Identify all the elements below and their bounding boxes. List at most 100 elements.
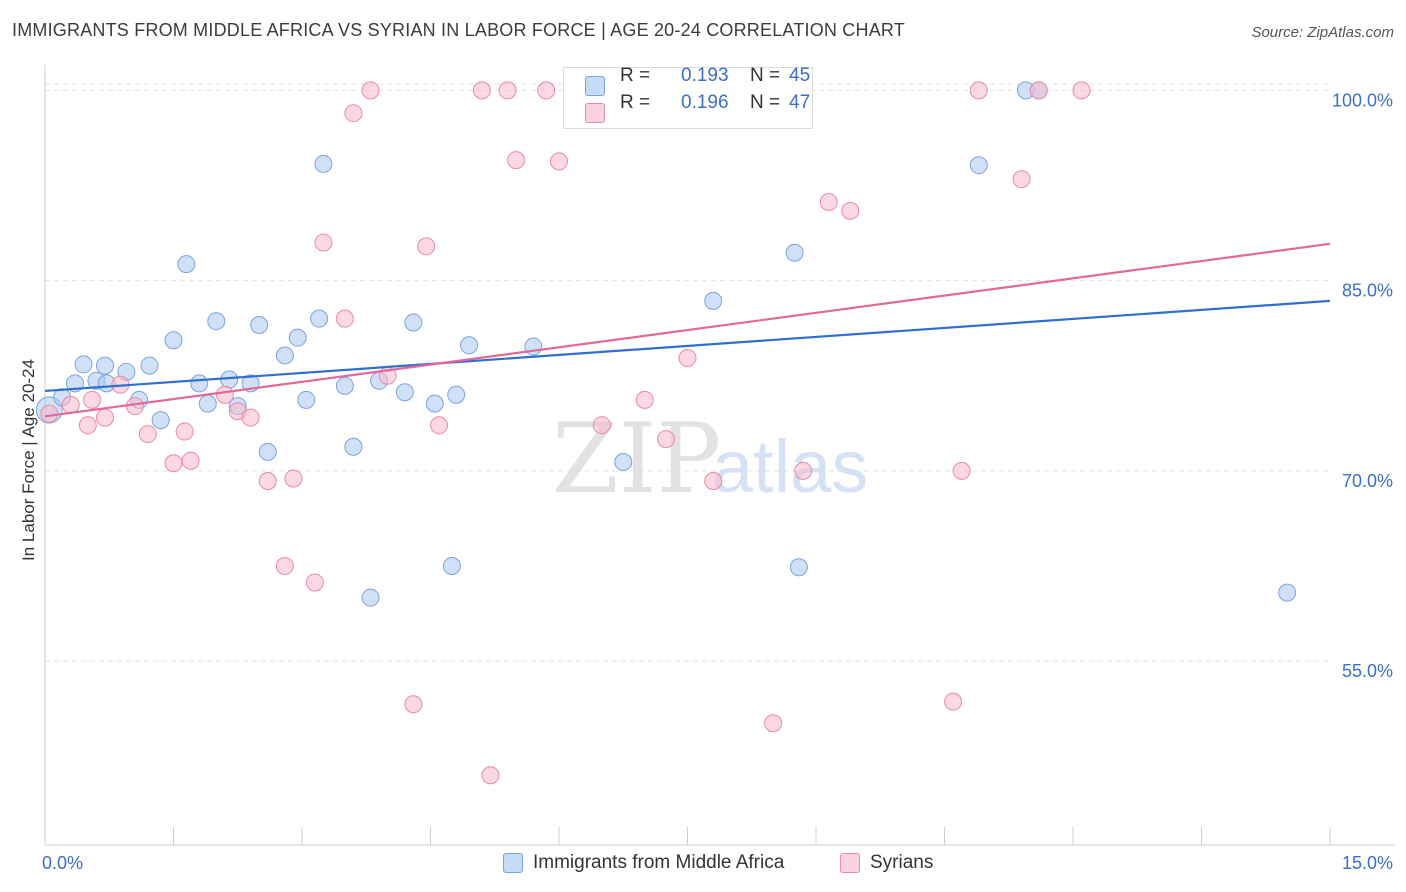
data-point-middle-africa: [275, 346, 294, 365]
legend-item-middle-africa[interactable]: Immigrants from Middle Africa: [503, 852, 784, 874]
data-point-syrians: [481, 766, 500, 785]
watermark-zip: ZIP: [552, 403, 721, 515]
data-point-syrians: [181, 451, 200, 470]
data-point-middle-africa: [785, 243, 804, 262]
data-point-syrians: [284, 469, 303, 488]
data-point-middle-africa: [288, 328, 307, 347]
y-tick-label: 55.0%: [1342, 661, 1393, 681]
data-point-middle-africa: [177, 255, 196, 274]
stat-n-label: N =: [750, 92, 781, 113]
data-point-middle-africa: [207, 312, 226, 331]
data-point-middle-africa: [198, 394, 217, 413]
data-point-syrians: [1012, 170, 1031, 189]
data-point-middle-africa: [344, 437, 363, 456]
data-point-syrians: [404, 695, 423, 714]
data-point-syrians: [592, 416, 611, 435]
y-tick-label: 85.0%: [1342, 281, 1393, 301]
legend: Immigrants from Middle Africa Syrians: [0, 848, 1406, 882]
y-tick-label: 70.0%: [1342, 471, 1393, 491]
data-point-syrians: [498, 81, 517, 100]
data-point-syrians: [944, 692, 963, 711]
chart-source: Source: ZipAtlas.com: [1251, 24, 1394, 41]
data-point-syrians: [819, 192, 838, 211]
data-point-syrians: [125, 397, 144, 416]
x-tick-label-min: 0.0%: [42, 853, 83, 873]
data-point-syrians: [40, 404, 59, 423]
data-point-middle-africa: [314, 154, 333, 173]
stat-n-label: N =: [750, 65, 781, 86]
trend-lines: [44, 242, 1331, 418]
data-point-syrians: [138, 425, 157, 444]
data-point-syrians: [678, 348, 697, 367]
data-point-syrians: [361, 81, 380, 100]
data-point-syrians: [550, 152, 568, 171]
data-point-syrians: [241, 408, 260, 427]
legend-swatch-middle-africa: [503, 853, 523, 873]
y-tick-label: 100.0%: [1332, 90, 1393, 110]
data-point-syrians: [314, 233, 333, 252]
trend-line-syrians: [44, 242, 1331, 418]
data-point-middle-africa: [151, 411, 170, 430]
data-point-syrians: [305, 573, 324, 592]
data-point-syrians: [258, 472, 277, 490]
data-point-syrians: [335, 309, 354, 328]
trend-line-middle-africa: [44, 299, 1331, 393]
stat-n-value: 47: [789, 92, 811, 113]
stat-r-label: R =: [620, 65, 651, 86]
data-point-middle-africa: [250, 316, 269, 334]
data-point-syrians: [507, 151, 526, 170]
data-point-syrians: [472, 81, 491, 100]
data-point-middle-africa: [95, 356, 114, 375]
data-point-syrians: [969, 81, 988, 100]
data-point-middle-africa: [425, 394, 444, 413]
legend-label-syrians: Syrians: [870, 852, 934, 873]
watermark: ZIP atlas: [552, 403, 868, 515]
data-point-middle-africa: [190, 374, 209, 393]
data-point-middle-africa: [361, 588, 380, 607]
data-point-middle-africa: [789, 558, 808, 577]
legend-label-middle-africa: Immigrants from Middle Africa: [533, 852, 785, 873]
data-point-syrians: [1072, 81, 1091, 100]
stats-box: R = 0.193 N = 45 R = 0.196 N = 47: [563, 65, 813, 129]
data-point-middle-africa: [74, 355, 93, 374]
data-point-middle-africa: [164, 331, 183, 350]
data-point-syrians: [764, 714, 783, 733]
data-point-syrians: [537, 81, 556, 100]
x-tick-label-max: 15.0%: [1342, 853, 1393, 873]
data-point-syrians: [83, 390, 102, 409]
data-point-middle-africa: [447, 385, 466, 404]
data-point-middle-africa: [460, 336, 479, 355]
data-point-middle-africa: [969, 156, 988, 175]
grid-lines: [45, 83, 1330, 662]
data-point-middle-africa: [1278, 583, 1297, 602]
stat-r-value: 0.193: [681, 65, 729, 86]
data-point-middle-africa: [310, 309, 329, 328]
legend-swatch-syrians: [840, 853, 860, 873]
stat-r-label: R =: [620, 92, 651, 113]
data-point-syrians: [704, 472, 723, 490]
data-point-syrians: [794, 461, 813, 480]
data-point-middle-africa: [404, 313, 423, 332]
data-point-syrians: [344, 104, 363, 123]
data-point-syrians: [417, 237, 436, 256]
data-point-middle-africa: [258, 442, 277, 461]
legend-item-syrians[interactable]: Syrians: [840, 852, 933, 874]
data-point-syrians: [841, 201, 860, 220]
data-point-syrians: [657, 430, 676, 449]
data-point-syrians: [952, 461, 971, 480]
data-point-syrians: [61, 395, 80, 414]
watermark-atlas: atlas: [712, 425, 868, 508]
data-point-middle-africa: [297, 390, 316, 409]
tick-labels: 55.0% 70.0% 85.0% 100.0% 0.0% 15.0%: [42, 90, 1393, 873]
axes: [44, 65, 1395, 846]
data-point-middle-africa: [140, 356, 159, 375]
data-point-syrians: [430, 416, 449, 435]
data-point-syrians: [164, 454, 183, 473]
stat-swatch-syrians: [585, 103, 605, 123]
data-point-syrians: [175, 422, 194, 441]
data-point-syrians: [95, 408, 114, 427]
data-point-middle-africa: [395, 383, 414, 402]
data-point-syrians: [78, 416, 97, 435]
data-point-syrians: [635, 390, 654, 409]
